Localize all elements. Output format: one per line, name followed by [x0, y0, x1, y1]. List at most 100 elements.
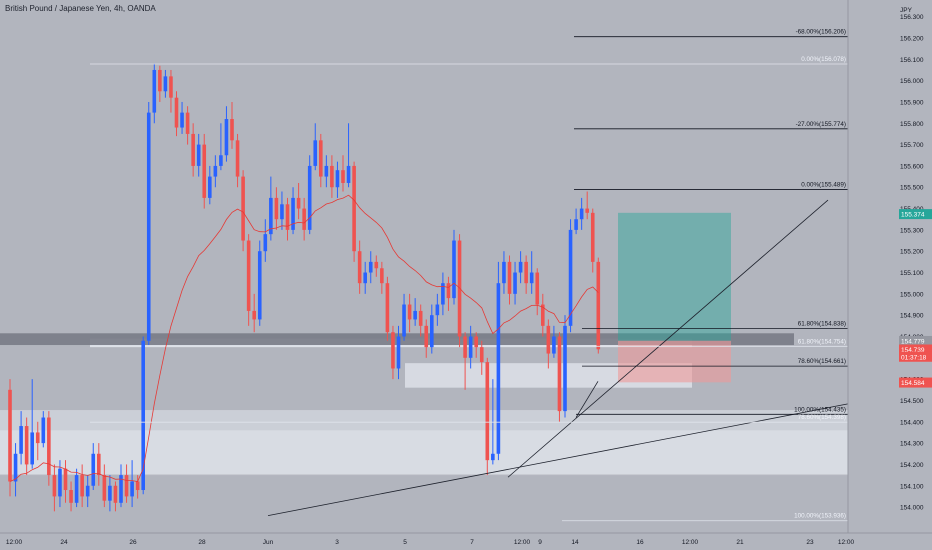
- candle-body: [524, 261, 528, 284]
- fib-level-label: 78.60%(154.661): [798, 358, 846, 365]
- price-tag: [899, 377, 932, 388]
- candle-body: [91, 453, 96, 486]
- candle-body: [85, 485, 90, 497]
- candle-body: [507, 261, 512, 294]
- candle-body: [541, 304, 545, 326]
- candle-body: [58, 468, 62, 497]
- y-tick-label: 156.200: [900, 35, 924, 42]
- candle-body: [435, 304, 440, 316]
- candles-layer: [8, 63, 601, 512]
- candle-body: [169, 76, 173, 98]
- candle-body: [585, 208, 589, 213]
- trendline-long: [267, 387, 932, 516]
- fib-level-label: 78.60%(154.398): [798, 414, 846, 421]
- candle-body: [474, 336, 478, 348]
- trendline-short: [575, 381, 599, 418]
- candle-body: [380, 268, 384, 284]
- fib-level-label: 0.00%(156.078): [801, 56, 846, 63]
- candle-body: [274, 197, 279, 220]
- candle-body: [30, 432, 34, 465]
- candle-body: [463, 336, 467, 358]
- candle-body: [424, 325, 429, 348]
- candle-body: [230, 119, 234, 141]
- candle-body: [252, 310, 256, 320]
- candle-body: [47, 417, 51, 476]
- y-tick-label: 155.300: [900, 227, 924, 234]
- y-tick-label: 155.100: [900, 270, 924, 277]
- candle-body: [69, 490, 73, 503]
- price-tag-label: 154.779: [901, 338, 925, 345]
- x-tick-label: 9: [538, 539, 542, 546]
- candle-body: [135, 481, 140, 491]
- fib-level-label: -27.00%(155.774): [796, 121, 846, 128]
- x-tick-label: 7: [470, 539, 474, 546]
- demand-zone-inner: [0, 430, 848, 476]
- candle-body: [302, 208, 306, 230]
- stop-loss-zone: [618, 340, 731, 383]
- candle-body: [368, 261, 373, 273]
- candle-body: [213, 165, 218, 177]
- moving-average-line: [9, 194, 599, 482]
- candle-body: [357, 251, 362, 284]
- fib-level-label: 100.00%(153.936): [794, 513, 846, 520]
- candle-body: [413, 310, 417, 320]
- price-tag-label: 01:37:18: [901, 354, 927, 361]
- candle-body: [196, 144, 201, 166]
- candle-body: [269, 197, 273, 235]
- candle-body: [208, 176, 212, 198]
- y-tick-label: 154.100: [900, 483, 924, 490]
- y-tick-label: 154.900: [900, 313, 924, 320]
- candle-body: [568, 229, 573, 326]
- candle-body: [163, 76, 168, 92]
- candle-body: [146, 112, 151, 341]
- candle-body: [579, 208, 584, 220]
- x-tick-label: 23: [806, 539, 814, 546]
- x-tick-label: Jun: [263, 539, 274, 546]
- price-tag: [899, 209, 932, 220]
- y-tick-label: 154.500: [900, 398, 924, 405]
- candle-body: [491, 453, 495, 461]
- candle-body: [407, 304, 412, 320]
- x-tick-label: 5: [403, 539, 407, 546]
- y-tick-label: 154.400: [900, 419, 924, 426]
- y-tick-label: 155.500: [900, 185, 924, 192]
- symbol-title[interactable]: British Pound / Japanese Yen, 4h, OANDA: [5, 4, 156, 13]
- candle-body: [518, 261, 523, 273]
- candle-body: [102, 475, 107, 501]
- candle-body: [141, 340, 145, 491]
- x-axis[interactable]: 12:00 24 26 28 Jun 3 5 7 9 12:00 14 16 12:00 21 23 12:0…: [0, 532, 932, 550]
- candle-body: [235, 140, 240, 177]
- x-tick-label: 14: [571, 539, 579, 546]
- price-tag-label: 155.374: [901, 212, 925, 219]
- candle-body: [430, 315, 434, 348]
- candle-body: [396, 336, 401, 369]
- y-tick-label: 156.100: [900, 57, 924, 64]
- candle-body: [263, 234, 268, 252]
- candle-body: [219, 155, 223, 166]
- candle-body: [452, 240, 456, 299]
- overlay-layer: -68.00%(156.206) 0.00%(156.078) -27.00%(15…: [9, 29, 932, 522]
- candle-body: [590, 212, 595, 262]
- y-tick-label: 154.300: [900, 441, 924, 448]
- y-tick-label: 154.000: [900, 505, 924, 512]
- candle-body: [352, 165, 356, 252]
- x-tick-label: 24: [60, 539, 68, 546]
- candle-body: [502, 261, 506, 284]
- candle-body: [119, 475, 123, 503]
- trendline-up: [507, 199, 829, 478]
- candle-body: [291, 197, 295, 230]
- candle-body: [241, 176, 245, 241]
- candle-body: [285, 204, 290, 230]
- candle-body: [441, 283, 445, 305]
- candle-body: [63, 468, 68, 491]
- candle-body: [330, 165, 334, 188]
- candle-body: [296, 197, 301, 209]
- x-tick-label: 16: [636, 539, 644, 546]
- candle-body: [280, 204, 284, 220]
- candle-body: [19, 426, 23, 454]
- y-tick-label: 155.200: [900, 249, 924, 256]
- zones-layer: [0, 212, 848, 476]
- price-tag-label: 154.739: [901, 347, 925, 354]
